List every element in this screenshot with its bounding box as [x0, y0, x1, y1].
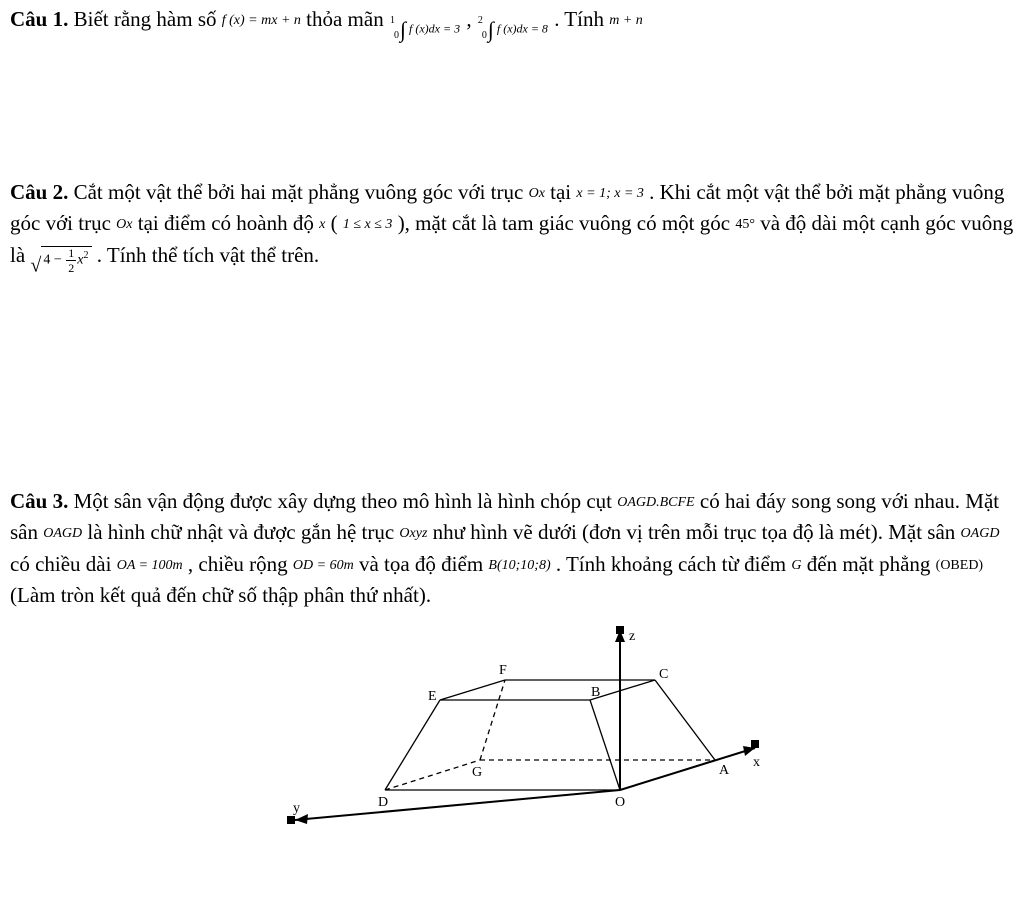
q1-integral-1: 1 ∫ 0 f (x)dx = 3: [390, 22, 460, 37]
q2-math-45: 45°: [735, 217, 755, 232]
edge-DE: [385, 700, 440, 790]
label-O: O: [615, 795, 625, 810]
q2-math-x: x: [319, 217, 325, 232]
edge-DG: [385, 760, 480, 790]
q1-math-fx: f (x) = mx + n: [222, 13, 301, 28]
label-A: A: [719, 763, 730, 778]
frustum-diagram: z x y O A D G B C F E: [265, 620, 765, 830]
q1-math-mn: m + n: [609, 13, 643, 28]
q2-math-ox1: Ox: [529, 186, 545, 201]
label-C: C: [659, 667, 668, 682]
q3-math-oagd2: OAGD: [961, 526, 1000, 541]
q1-text-2: thỏa mãn: [306, 7, 389, 31]
label-F: F: [499, 663, 507, 678]
q3-text-9: đến mặt phẳng: [807, 552, 936, 576]
q2-label: Câu 2.: [10, 180, 68, 204]
q2-text-4: tại điểm có hoành độ: [138, 211, 319, 235]
label-G: G: [472, 765, 482, 780]
edge-OB: [590, 700, 620, 790]
q3-text-8: . Tính khoảng cách từ điểm: [556, 552, 792, 576]
axis-x: [620, 748, 755, 790]
edge-AC: [655, 680, 715, 760]
q2-text-2: tại: [550, 180, 576, 204]
q3-math-g: G: [791, 558, 801, 573]
spacer-1: [10, 37, 1019, 177]
q2-math-x13: x = 1; x = 3: [576, 186, 643, 201]
q3-math-od: OD = 60m: [293, 558, 354, 573]
question-1: Câu 1. Biết rằng hàm số f (x) = mx + n t…: [10, 4, 1019, 37]
q3-text-7: và tọa độ điểm: [359, 552, 488, 576]
q1-text-3: . Tính: [554, 7, 609, 31]
edge-GF: [480, 680, 505, 760]
edge-FE: [440, 680, 505, 700]
q1-sep: ,: [466, 7, 477, 31]
q3-math-obed: (OBED): [936, 558, 983, 573]
q3-math-solid: OAGD.BCFE: [617, 495, 694, 510]
question-2: Câu 2. Cắt một vật thể bởi hai mặt phẳng…: [10, 177, 1019, 276]
q3-text-6: , chiều rộng: [188, 552, 293, 576]
q1-integral-2: 2 ∫ 0 f (x)dx = 8: [478, 22, 548, 37]
q1-label: Câu 1.: [10, 7, 68, 31]
q3-math-oxyz: Oxyz: [399, 526, 427, 541]
diagram-container: z x y O A D G B C F E: [10, 620, 1019, 835]
q3-text-3: là hình chữ nhật và được gắn hệ trục: [87, 520, 399, 544]
q3-math-oa: OA = 100m: [117, 558, 183, 573]
marker-x: [751, 740, 759, 748]
label-D: D: [378, 795, 388, 810]
q1-text-1: Biết rằng hàm số: [74, 7, 222, 31]
label-z: z: [629, 629, 635, 644]
spacer-2: [10, 276, 1019, 486]
q2-text-8: . Tính thể tích vật thể trên.: [97, 243, 319, 267]
label-E: E: [428, 689, 437, 704]
q3-text-10: (Làm tròn kết quả đến chữ số thập phân t…: [10, 583, 431, 607]
marker-z: [616, 626, 624, 634]
q2-text-1: Cắt một vật thể bởi hai mặt phẳng vuông …: [74, 180, 529, 204]
q2-math-ox2: Ox: [116, 217, 132, 232]
q3-text-1: Một sân vận động được xây dựng theo mô h…: [74, 489, 618, 513]
marker-y: [287, 816, 295, 824]
label-y: y: [293, 801, 300, 816]
q2-math-ineq: 1 ≤ x ≤ 3: [343, 217, 393, 232]
question-3: Câu 3. Một sân vận động được xây dựng th…: [10, 486, 1019, 612]
q3-label: Câu 3.: [10, 489, 68, 513]
label-B: B: [591, 685, 600, 700]
q2-sqrt: √4 − 12x2: [30, 246, 91, 276]
q3-math-b: B(10;10;8): [488, 558, 550, 573]
axis-y: [295, 790, 620, 820]
q2-text-6: ), mặt cắt là tam giác vuông có một góc: [398, 211, 736, 235]
label-x: x: [753, 755, 760, 770]
q2-text-5: (: [331, 211, 338, 235]
page: Câu 1. Biết rằng hàm số f (x) = mx + n t…: [0, 0, 1029, 845]
q3-text-5: có chiều dài: [10, 552, 117, 576]
q3-math-oagd1: OAGD: [43, 526, 82, 541]
q3-text-4: như hình vẽ dưới (đơn vị trên mỗi trục t…: [433, 520, 961, 544]
